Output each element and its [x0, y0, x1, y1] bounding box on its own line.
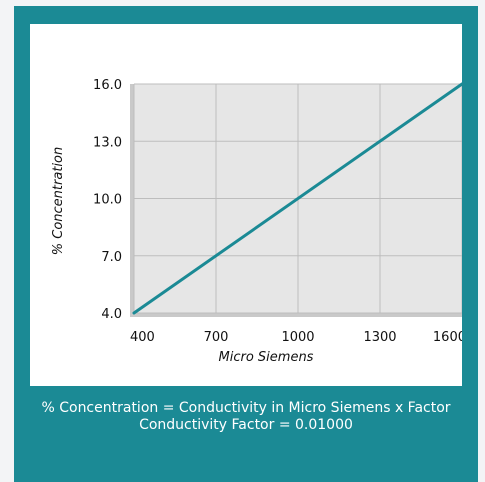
formula-caption: % Concentration = Conductivity in Micro …	[14, 400, 478, 434]
x-tick-label: 1600	[433, 330, 462, 345]
x-axis-label: Micro Siemens	[219, 350, 314, 365]
y-tick-label: 4.0	[101, 307, 122, 322]
conductivity-chart: 16.0 13.0 10.0 7.0 4.0 400 700 1000 1300 1600 % C…	[51, 78, 466, 365]
plot-bottom-edge	[130, 313, 462, 317]
concentration-line	[132, 82, 464, 315]
y-tick-label: 13.0	[93, 135, 122, 150]
plot-area: 16.0 13.0 10.0 7.0 4.0 400 700 1000 1300 1600	[93, 78, 466, 345]
formula-text: % Concentration = Conductivity in Micro …	[41, 400, 451, 416]
y-tick-label: 16.0	[93, 78, 122, 93]
factor-text: Conductivity Factor = 0.01000	[139, 417, 353, 433]
y-tick-label: 7.0	[101, 250, 122, 265]
chart-card: 16.0 13.0 10.0 7.0 4.0 400 700 1000 1300 1600 % C…	[30, 24, 466, 386]
chart-panel: 16.0 13.0 10.0 7.0 4.0 400 700 1000 1300 1600 % C…	[14, 6, 478, 482]
x-tick-label: 700	[204, 330, 229, 345]
y-axis-label: % Concentration	[51, 147, 66, 255]
x-tick-label: 1000	[281, 330, 314, 345]
x-tick-label: 400	[130, 330, 155, 345]
x-tick-label: 1300	[363, 330, 396, 345]
plot-left-edge	[130, 84, 134, 317]
y-tick-label: 10.0	[93, 193, 122, 208]
